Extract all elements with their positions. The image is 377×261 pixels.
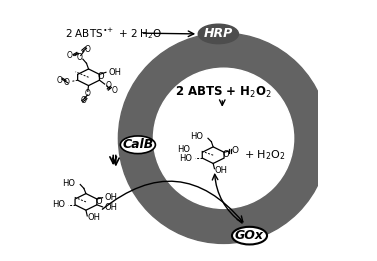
Text: 2 ABTS + H$_2$O$_2$: 2 ABTS + H$_2$O$_2$: [175, 85, 272, 100]
Text: OH: OH: [105, 193, 118, 202]
Text: O: O: [76, 52, 82, 62]
Text: O: O: [67, 51, 73, 61]
Text: O: O: [80, 96, 86, 105]
Text: O: O: [98, 72, 104, 81]
Ellipse shape: [232, 227, 267, 245]
Text: OH: OH: [105, 203, 118, 212]
Ellipse shape: [120, 136, 155, 154]
Text: + H$_2$O$_2$: + H$_2$O$_2$: [244, 148, 285, 162]
Text: HO: HO: [178, 145, 191, 154]
Text: 2 ABTS$^{\bullet\!+}$ + 2 H$_2$O: 2 ABTS$^{\bullet\!+}$ + 2 H$_2$O: [64, 26, 162, 41]
Ellipse shape: [198, 24, 239, 44]
Text: GOx: GOx: [235, 229, 264, 242]
Text: O: O: [85, 45, 90, 54]
Text: HO: HO: [52, 200, 65, 209]
Text: O: O: [222, 150, 229, 159]
Text: O: O: [105, 81, 111, 90]
Text: OH: OH: [87, 213, 100, 222]
Text: O: O: [85, 89, 91, 98]
Text: HRP: HRP: [204, 27, 233, 40]
Text: O: O: [111, 86, 117, 94]
Text: HO: HO: [179, 153, 192, 163]
Text: OH: OH: [109, 68, 121, 77]
Text: OH: OH: [215, 166, 227, 175]
Text: CalB: CalB: [122, 138, 153, 151]
Text: O: O: [57, 76, 63, 85]
Text: HO: HO: [190, 133, 203, 141]
Circle shape: [153, 68, 294, 208]
Text: O: O: [64, 78, 70, 86]
Text: HO: HO: [63, 179, 75, 188]
Text: O: O: [95, 197, 102, 206]
Circle shape: [118, 33, 329, 244]
Text: O: O: [232, 146, 239, 156]
